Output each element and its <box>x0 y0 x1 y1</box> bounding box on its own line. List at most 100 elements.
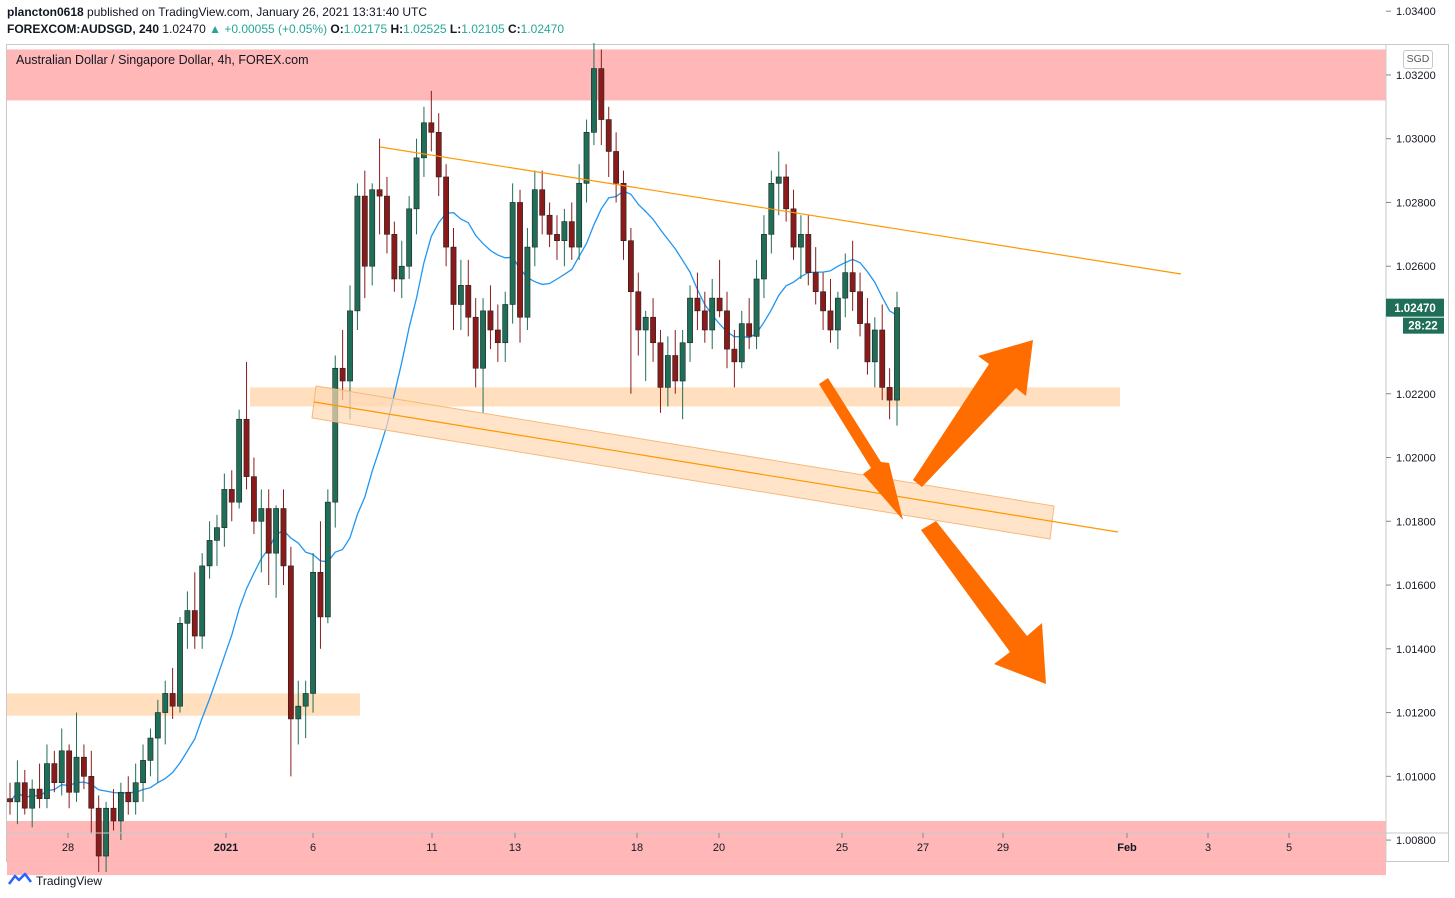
candle-body <box>236 418 243 503</box>
candle-body <box>539 189 546 216</box>
candle-body <box>384 195 390 235</box>
candle-body <box>376 189 383 197</box>
candle-body <box>273 508 279 554</box>
price-tick-label: 1.03400 <box>1396 6 1436 18</box>
last-price: 1.02470 <box>162 22 206 36</box>
tradingview-brand[interactable]: TradingView <box>8 872 102 889</box>
arrow-down-long-icon <box>921 521 1046 684</box>
publish-text: published on TradingView.com, January 26… <box>87 5 428 19</box>
candle-body <box>177 622 183 707</box>
candle-body <box>81 756 87 777</box>
candle-body <box>21 782 28 809</box>
time-tick-label: 13 <box>509 842 521 854</box>
candle-body <box>576 183 583 248</box>
time-tick-label: 5 <box>1286 842 1292 854</box>
candle-body <box>798 234 804 248</box>
channel-midline <box>313 401 1119 533</box>
candle-body <box>214 527 220 541</box>
candle-body <box>421 122 427 159</box>
candle-body <box>709 297 716 331</box>
candle-body <box>761 234 767 280</box>
candle-body <box>310 571 316 694</box>
candle-body <box>391 234 398 280</box>
candle-body <box>280 508 287 567</box>
candle-body <box>110 807 117 822</box>
candle-body <box>251 476 257 522</box>
zone-support-left <box>7 693 360 716</box>
author-name[interactable]: plancton0618 <box>7 5 84 19</box>
candle-body <box>450 246 457 305</box>
candle-body <box>820 291 826 312</box>
zone-support-low <box>7 820 1386 876</box>
price-tick-label: 1.01400 <box>1396 644 1436 656</box>
candle-body <box>509 202 516 305</box>
currency-button[interactable]: SGD <box>1403 50 1433 69</box>
candle-body <box>871 329 878 363</box>
candle-body <box>36 788 43 799</box>
high-value: 1.02525 <box>403 22 447 36</box>
candle-body <box>849 272 856 293</box>
candle-body <box>842 272 849 299</box>
price-tick-label: 1.02800 <box>1396 197 1436 209</box>
candle-body <box>354 195 361 312</box>
candle-body <box>716 297 723 312</box>
time-tick-label: 27 <box>917 842 929 854</box>
candle-body <box>29 788 36 809</box>
price-tick-label: 1.02200 <box>1396 389 1436 401</box>
candle-body <box>287 565 294 720</box>
candle-body <box>775 176 782 184</box>
candle-body <box>317 571 324 618</box>
symbol-label[interactable]: FOREXCOM:AUDSGD, 240 <box>7 22 160 36</box>
candle-body <box>790 208 797 248</box>
price-tick-label: 1.01600 <box>1396 580 1436 592</box>
candle-body <box>812 272 819 293</box>
time-tick-label: 29 <box>997 842 1009 854</box>
candle-body <box>627 240 634 293</box>
candle-body <box>435 132 442 178</box>
candle-body <box>679 342 686 382</box>
candle-body <box>879 329 886 388</box>
price-change: ▲ +0.00055 (+0.05%) <box>209 22 328 36</box>
candle-body <box>184 610 191 624</box>
candle-body <box>117 791 124 822</box>
candle-body <box>517 202 523 318</box>
candle-body <box>221 489 228 528</box>
time-tick-label: 20 <box>713 842 725 854</box>
candle-body <box>413 157 420 210</box>
ohlc-header: FOREXCOM:AUDSGD, 240 1.02470 ▲ +0.00055 … <box>7 22 564 36</box>
candle-body <box>44 763 50 799</box>
candle-body <box>613 151 620 184</box>
candle-body <box>51 763 58 784</box>
candle-body <box>302 693 309 707</box>
candle-body <box>894 307 900 401</box>
candle-body <box>14 782 21 803</box>
candle-body <box>228 489 235 503</box>
candle-body <box>746 323 753 337</box>
last-price-tag-label: 1.02470 <box>1394 303 1436 315</box>
candle-body <box>472 316 479 369</box>
candle-body <box>568 221 575 248</box>
candle-body <box>339 367 346 382</box>
tradingview-logo-icon <box>8 872 32 889</box>
candle-body <box>583 132 590 184</box>
countdown-tag-label: 28:22 <box>1408 321 1437 333</box>
candle-body <box>687 297 693 344</box>
candle-body <box>635 291 642 331</box>
candle-body <box>465 285 472 318</box>
candle-body <box>457 285 464 305</box>
price-tick-label: 1.00800 <box>1396 835 1436 847</box>
close-value: 1.02470 <box>520 22 565 36</box>
candle-body <box>886 387 893 401</box>
price-tick-label: 1.02000 <box>1396 453 1436 465</box>
candle-body <box>265 508 272 554</box>
low-label: L: <box>449 22 462 36</box>
candle-body <box>295 705 302 720</box>
candle-body <box>672 355 679 382</box>
candle-body <box>125 791 132 803</box>
candle-body <box>398 265 405 280</box>
candle-body <box>169 693 176 707</box>
price-tick-label: 1.03000 <box>1396 134 1436 146</box>
candle-body <box>428 122 435 133</box>
candle-body <box>58 750 65 784</box>
